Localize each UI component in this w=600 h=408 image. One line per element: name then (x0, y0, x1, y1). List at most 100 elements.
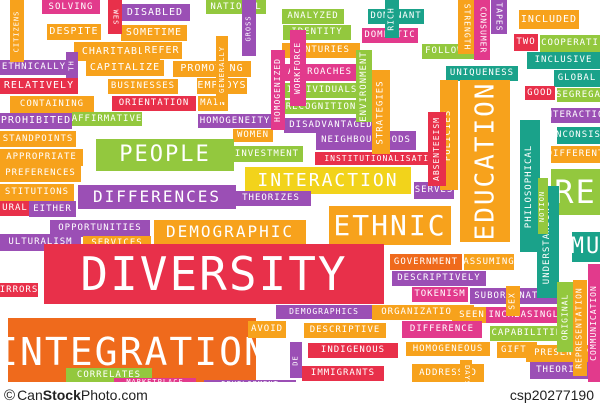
word-text: BUSINESSES (110, 81, 176, 91)
word-tile: DAYS (460, 360, 472, 382)
word-text: TOKENISM (414, 289, 466, 299)
word-tile: INTERACTION (245, 167, 411, 194)
word-tile: URAL (0, 201, 30, 216)
word-tile: GROSS (242, 0, 256, 56)
word-tile: REPRESENTATION (573, 280, 587, 376)
word-text: AVOID (250, 324, 284, 334)
word-text: COMMUNICATION (589, 285, 598, 361)
word-tile: PREFERENCES (0, 165, 81, 182)
word-text: STANDPOINTS (2, 133, 74, 144)
word-cloud: SOLVINGDISABLEDNATIONALANALYZEDDOMINANTI… (0, 0, 600, 382)
word-tile: SEEN (452, 307, 492, 323)
word-text: IDENTITY (291, 27, 343, 37)
word-tile: AVOID (248, 321, 286, 338)
word-tile: INTERACTION (551, 108, 600, 123)
word-tile: REFER (142, 42, 182, 59)
word-tile: DE (290, 342, 302, 378)
word-text: ORIENTATION (118, 98, 190, 108)
word-text: GENERALLY (217, 45, 226, 93)
word-tile: INCLUSIVE (527, 52, 600, 69)
word-tile: TWO (514, 34, 538, 51)
word-text: IRRORS (0, 284, 38, 295)
word-tile: DESPITE (47, 24, 101, 40)
word-text: ULTURALISM (8, 237, 73, 247)
word-tile: MU (572, 232, 600, 262)
word-tile: IRRORS (0, 283, 38, 297)
word-tile: ENVIRONMENT (356, 50, 372, 122)
word-text: PRESENTIN (534, 348, 592, 358)
word-tile: ADDRESSED (412, 364, 484, 382)
word-text: RECOGNITION (285, 101, 357, 112)
word-tile: MARKETPLACE (114, 378, 196, 382)
word-text: HOMOGENEOUS (412, 343, 484, 354)
word-tile: IMMIGRANTS (302, 366, 384, 381)
word-text: THEORISTS (536, 365, 594, 375)
word-text: PROHIBITED (0, 115, 72, 126)
word-tile: ORIGINAL (557, 282, 573, 352)
word-text: INCLUDED (520, 13, 578, 25)
word-tile: WOMEN (233, 129, 273, 142)
word-text: MARKETPLACE (126, 378, 184, 382)
image-id: csp20277190 (509, 387, 594, 403)
word-text: STRATEGIES (375, 79, 386, 145)
word-text: EDUCATION (470, 81, 501, 241)
word-text: DEMOGRAPHICS (289, 307, 359, 316)
word-text: NOTION (538, 190, 547, 222)
word-text: OPPORTUNITIES (58, 223, 142, 233)
word-text: GOOD (527, 87, 553, 98)
word-tile: STRENGTH (458, 0, 474, 54)
word-text: INVESTMENT (234, 148, 300, 159)
word-text: PREFERENCES (5, 168, 76, 178)
word-text: CHARITABLE (81, 45, 153, 57)
word-text: SERVES (414, 185, 454, 195)
word-tile: ORIENTATION (112, 96, 196, 111)
word-tile: TAPES (491, 0, 507, 34)
word-tile: DIFFERENT (551, 146, 600, 163)
word-text: TWO (516, 37, 536, 47)
word-tile: ANALYZED (282, 9, 344, 24)
word-tile: INSTITUTIONALISATION (315, 152, 450, 165)
word-text: INTEGRATION (8, 330, 256, 374)
word-tile: HOMOGENIZED (271, 50, 285, 130)
word-tile: BUSINESSES (108, 79, 178, 94)
word-text: PHILOSOPHICAL (524, 144, 535, 228)
word-tile: COMMUNICATION (588, 264, 600, 382)
word-text: INCONSIST (557, 130, 600, 140)
word-text: DESPITE (49, 26, 99, 37)
word-tile: DIFFERENCE (402, 321, 482, 338)
word-tile: CONTAINING (10, 96, 94, 113)
word-text: DESCRIPTIVELY (397, 273, 481, 283)
word-text: GIFTS (500, 344, 534, 355)
word-tile: CAPITALIZE (86, 60, 164, 76)
word-tile: DISADVANTAGED (284, 118, 378, 133)
word-tile: DISABLED (120, 4, 190, 21)
word-text: CENTURIES (292, 45, 350, 55)
word-text: APPROPRIATE (6, 152, 77, 162)
word-tile: STITUTIONS (0, 184, 74, 201)
word-text: SERVICES (91, 238, 143, 248)
word-text: CONSUMER (478, 6, 487, 54)
word-text: STRENGTH (462, 3, 471, 51)
word-text: DESCRIPTIVE (309, 325, 381, 335)
word-text: PROMOTING (180, 63, 244, 74)
word-text: CAPABILITIES (491, 328, 569, 338)
word-text: SOLVING (48, 1, 94, 12)
word-text: ENVIRONMENT (358, 50, 369, 122)
word-text: ETHNICALLY (1, 62, 67, 72)
word-tile: GOOD (525, 86, 555, 100)
word-text: TH (67, 59, 76, 71)
word-text: APPROACHES (287, 67, 353, 77)
word-text: ETHNIC (333, 208, 447, 242)
word-text: DIFFERENCE (409, 324, 475, 334)
word-text: INDIGENOUS (320, 345, 386, 355)
word-tile: DESCRIPTIVELY (392, 271, 486, 286)
word-text: RE (554, 173, 597, 211)
word-text: RICH (387, 7, 397, 31)
word-tile: CONSUMER (474, 0, 490, 60)
word-tile: SOMETIME (121, 25, 187, 41)
word-text: MAIN (200, 98, 226, 108)
word-text: EITHER (33, 203, 72, 214)
word-tile: NEIGHBOURHOODS (316, 131, 416, 150)
word-text: AFFIRMATIVE (72, 113, 142, 124)
word-tile: HOMOGENEOUS (406, 342, 490, 356)
